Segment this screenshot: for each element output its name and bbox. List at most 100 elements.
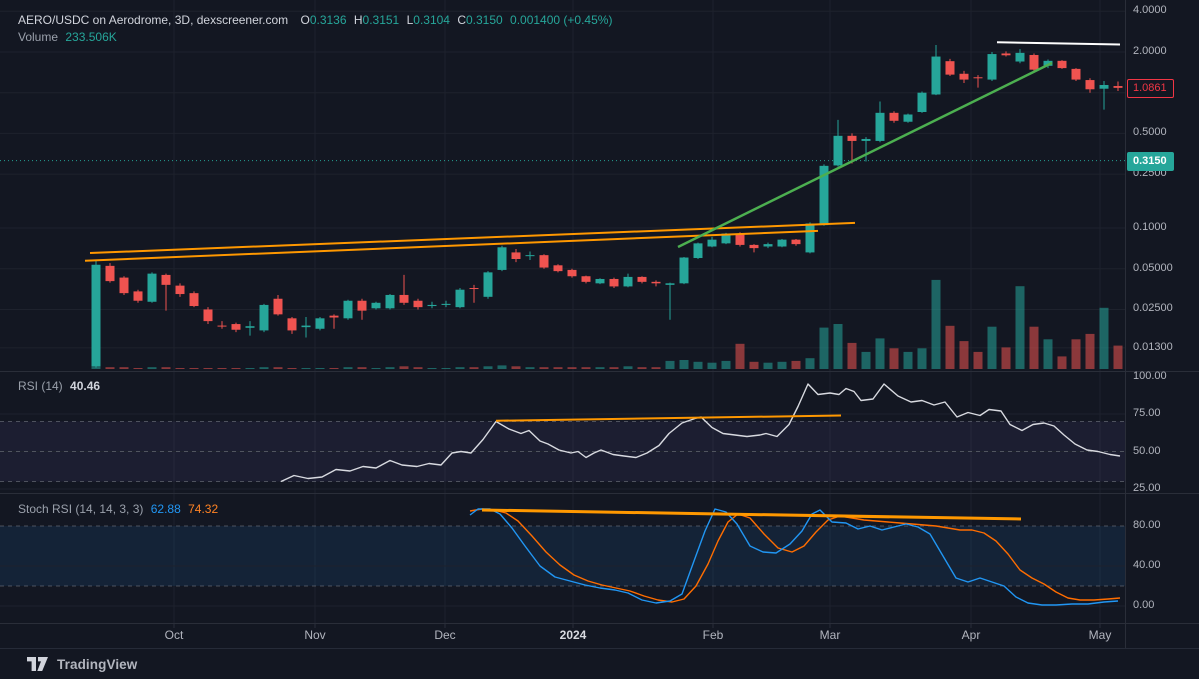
volume-bar — [273, 367, 283, 369]
candle-body — [931, 56, 941, 95]
volume-value: 233.506K — [65, 30, 117, 44]
candle-body — [679, 257, 689, 284]
stoch-axis-label: 0.00 — [1133, 599, 1155, 611]
volume-bar — [931, 279, 941, 369]
volume-bar — [763, 362, 773, 369]
chart-canvas[interactable] — [0, 0, 1199, 648]
volume-bar — [1113, 345, 1123, 369]
volume-bar — [315, 368, 325, 369]
volume-bar — [1043, 339, 1053, 369]
volume-bar — [1057, 356, 1067, 369]
time-scale[interactable]: Oct Nov Dec 2024 Feb Mar Apr May — [0, 623, 1125, 648]
volume-bar — [553, 367, 563, 369]
volume-bar — [217, 368, 227, 369]
candle-body — [693, 243, 703, 259]
candle-body — [1001, 53, 1011, 56]
volume-bar — [147, 367, 157, 369]
tradingview-logo-icon[interactable] — [27, 657, 48, 671]
candle-body — [189, 293, 199, 307]
candle-body — [399, 294, 409, 303]
volume-bar — [1071, 339, 1081, 369]
candle-body — [749, 244, 759, 249]
candle-body — [315, 318, 325, 329]
volume-bar — [1099, 307, 1109, 369]
volume-bar — [973, 351, 983, 369]
candle-body — [91, 264, 101, 367]
candle-body — [469, 288, 479, 290]
time-axis-label: Oct — [164, 628, 184, 642]
time-axis-label: Feb — [702, 628, 724, 642]
candle-body — [1085, 80, 1095, 90]
volume-bar — [133, 368, 143, 369]
volume-bar — [623, 366, 633, 369]
volume-bar — [749, 361, 759, 369]
volume-bar — [1085, 333, 1095, 369]
price-axis-label: 2.0000 — [1133, 44, 1167, 57]
white-resistance — [996, 41, 1121, 46]
candle-body — [553, 265, 563, 272]
candle-body — [413, 300, 423, 308]
volume-bar — [917, 348, 927, 369]
volume-bar — [287, 368, 297, 369]
volume-bar — [679, 360, 689, 369]
time-axis-label: 2024 — [559, 628, 587, 642]
volume-bar — [945, 325, 955, 369]
rsi-pane[interactable] — [0, 371, 1125, 493]
candle-body — [917, 92, 927, 113]
volume-bar — [427, 368, 437, 369]
price-axis-label: 0.1000 — [1133, 221, 1167, 233]
tradingview-wordmark[interactable]: TradingView — [57, 656, 138, 672]
rsi-line — [280, 383, 1121, 483]
rsi-axis-label: 50.00 — [1133, 444, 1161, 457]
volume-bar — [889, 348, 899, 369]
stoch-axis-label: 40.00 — [1133, 559, 1161, 571]
volume-bar — [1029, 326, 1039, 369]
volume-bar — [959, 341, 969, 369]
time-axis-label: Apr — [961, 628, 981, 642]
candle-body — [903, 114, 913, 122]
volume-bar — [595, 367, 605, 369]
volume-bar — [581, 367, 591, 369]
price-scale[interactable]: 4.0000 2.0000 0.5000 0.2500 0.1000 0.05000 0.0… — [1125, 0, 1199, 648]
time-axis-label: Dec — [434, 628, 456, 642]
candle-body — [161, 274, 171, 285]
rsi-label: RSI (14) — [18, 379, 63, 393]
volume-bar — [357, 367, 367, 369]
time-axis-label: Mar — [819, 628, 841, 642]
volume-bar — [819, 327, 829, 369]
price-axis-label: 4.0000 — [1133, 4, 1167, 17]
candle-body — [259, 304, 269, 331]
volume-bar — [105, 367, 115, 369]
stoch-rsi-legend: Stoch RSI (14, 14, 3, 3) 62.88 74.32 — [18, 501, 218, 518]
volume-bar — [175, 368, 185, 369]
candle-body — [497, 247, 507, 270]
candle-body — [777, 239, 787, 247]
volume-bar — [791, 360, 801, 369]
volume-bar — [511, 366, 521, 369]
candle-body — [609, 278, 619, 287]
volume-bar — [371, 368, 381, 369]
candle-body — [595, 278, 605, 284]
candle-body — [861, 138, 871, 141]
low-label: L — [406, 13, 414, 27]
volume-bar — [1001, 347, 1011, 369]
volume-bar — [385, 367, 395, 369]
volume-bar — [455, 367, 465, 369]
price-pane[interactable] — [0, 0, 1125, 371]
candle-body — [847, 135, 857, 141]
close-value: 0.3150 — [465, 13, 503, 27]
orange-resistance-upper — [89, 221, 856, 255]
price-axis-label: 0.5000 — [1133, 126, 1167, 139]
candle-body — [637, 276, 647, 282]
volume-bar — [469, 367, 479, 369]
price-axis-label: 0.05000 — [1133, 261, 1173, 274]
stoch-k-value: 62.88 — [150, 502, 181, 516]
stoch-axis-label: 80.00 — [1133, 519, 1161, 531]
volume-bar — [189, 368, 199, 369]
candle-body — [105, 265, 115, 282]
candle-body — [133, 291, 143, 301]
candle-body — [735, 233, 745, 245]
close-label: C — [457, 13, 466, 27]
volume-bar — [231, 368, 241, 369]
stoch-d-value: 74.32 — [188, 502, 219, 516]
